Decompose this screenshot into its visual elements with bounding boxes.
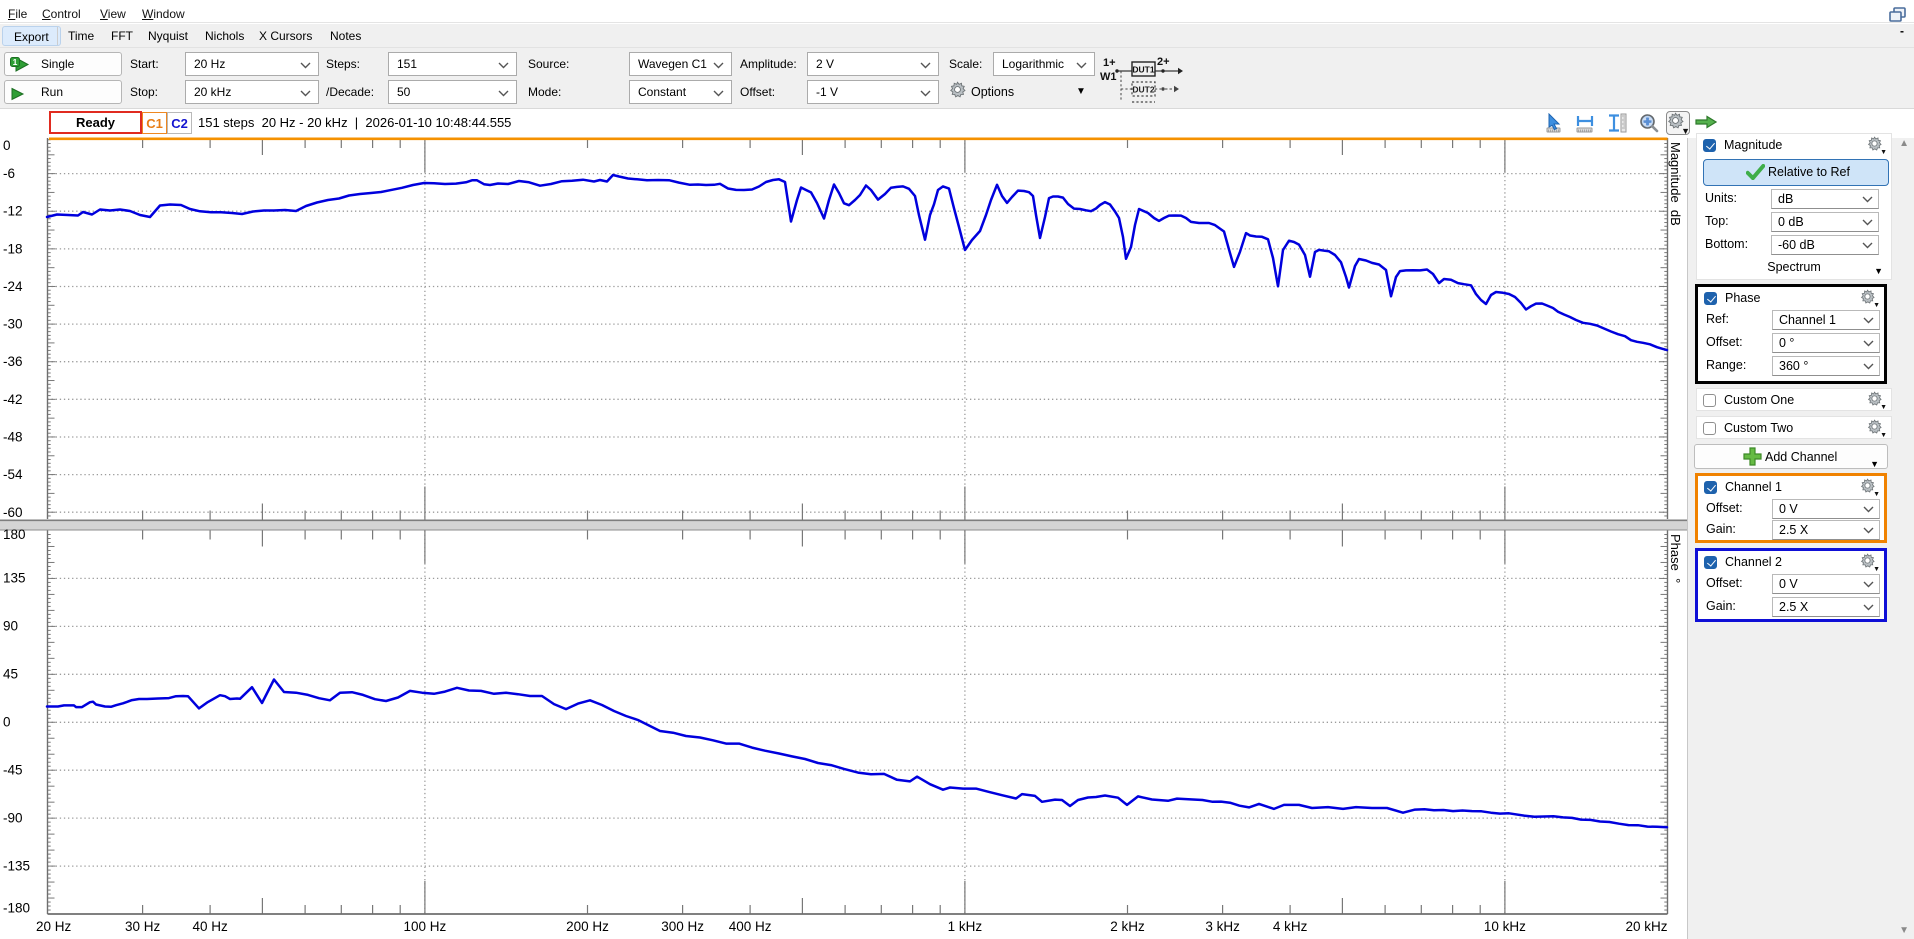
svg-text:DUT1: DUT1	[1132, 65, 1154, 75]
svg-text:-45: -45	[3, 762, 23, 777]
svg-text:-180: -180	[3, 901, 30, 916]
svg-text:-48: -48	[3, 430, 23, 445]
svg-text:100 Hz: 100 Hz	[404, 919, 447, 934]
svg-text:-6: -6	[3, 166, 15, 181]
svg-text:20 kHz: 20 kHz	[1625, 919, 1667, 934]
svg-text:300 Hz: 300 Hz	[661, 919, 704, 934]
svg-text:-36: -36	[3, 354, 23, 369]
svg-text:2+: 2+	[1157, 56, 1170, 68]
svg-text:90: 90	[3, 619, 18, 634]
svg-text:1 kHz: 1 kHz	[948, 919, 983, 934]
svg-text:Phase °: Phase °	[1668, 534, 1683, 583]
svg-text:40 Hz: 40 Hz	[192, 919, 228, 934]
svg-text:-18: -18	[3, 241, 23, 256]
svg-text:2 kHz: 2 kHz	[1110, 919, 1145, 934]
svg-text:10 kHz: 10 kHz	[1484, 919, 1526, 934]
svg-text:-42: -42	[3, 392, 23, 407]
svg-text:W1: W1	[1100, 71, 1117, 83]
svg-text:135: 135	[3, 571, 26, 586]
svg-text:1: 1	[13, 57, 18, 67]
svg-text:Magnitude dB: Magnitude dB	[1668, 142, 1683, 226]
svg-text:-54: -54	[3, 467, 23, 482]
svg-text:3 kHz: 3 kHz	[1205, 919, 1240, 934]
svg-text:20 Hz: 20 Hz	[36, 919, 72, 934]
svg-text:0: 0	[3, 138, 11, 153]
svg-text:180: 180	[3, 527, 26, 542]
svg-text:30 Hz: 30 Hz	[125, 919, 161, 934]
svg-text:-24: -24	[3, 279, 23, 294]
svg-text:-60: -60	[3, 505, 23, 520]
svg-text:-12: -12	[3, 204, 23, 219]
svg-text:-135: -135	[3, 858, 30, 873]
svg-text:DUT2: DUT2	[1132, 85, 1154, 95]
svg-text:200 Hz: 200 Hz	[566, 919, 609, 934]
svg-text:4 kHz: 4 kHz	[1273, 919, 1308, 934]
svg-text:1+: 1+	[1103, 57, 1116, 69]
svg-text:45: 45	[3, 667, 18, 682]
svg-text:0: 0	[3, 714, 11, 729]
svg-text:400 Hz: 400 Hz	[729, 919, 772, 934]
svg-text:-30: -30	[3, 317, 23, 332]
svg-text:-90: -90	[3, 810, 23, 825]
